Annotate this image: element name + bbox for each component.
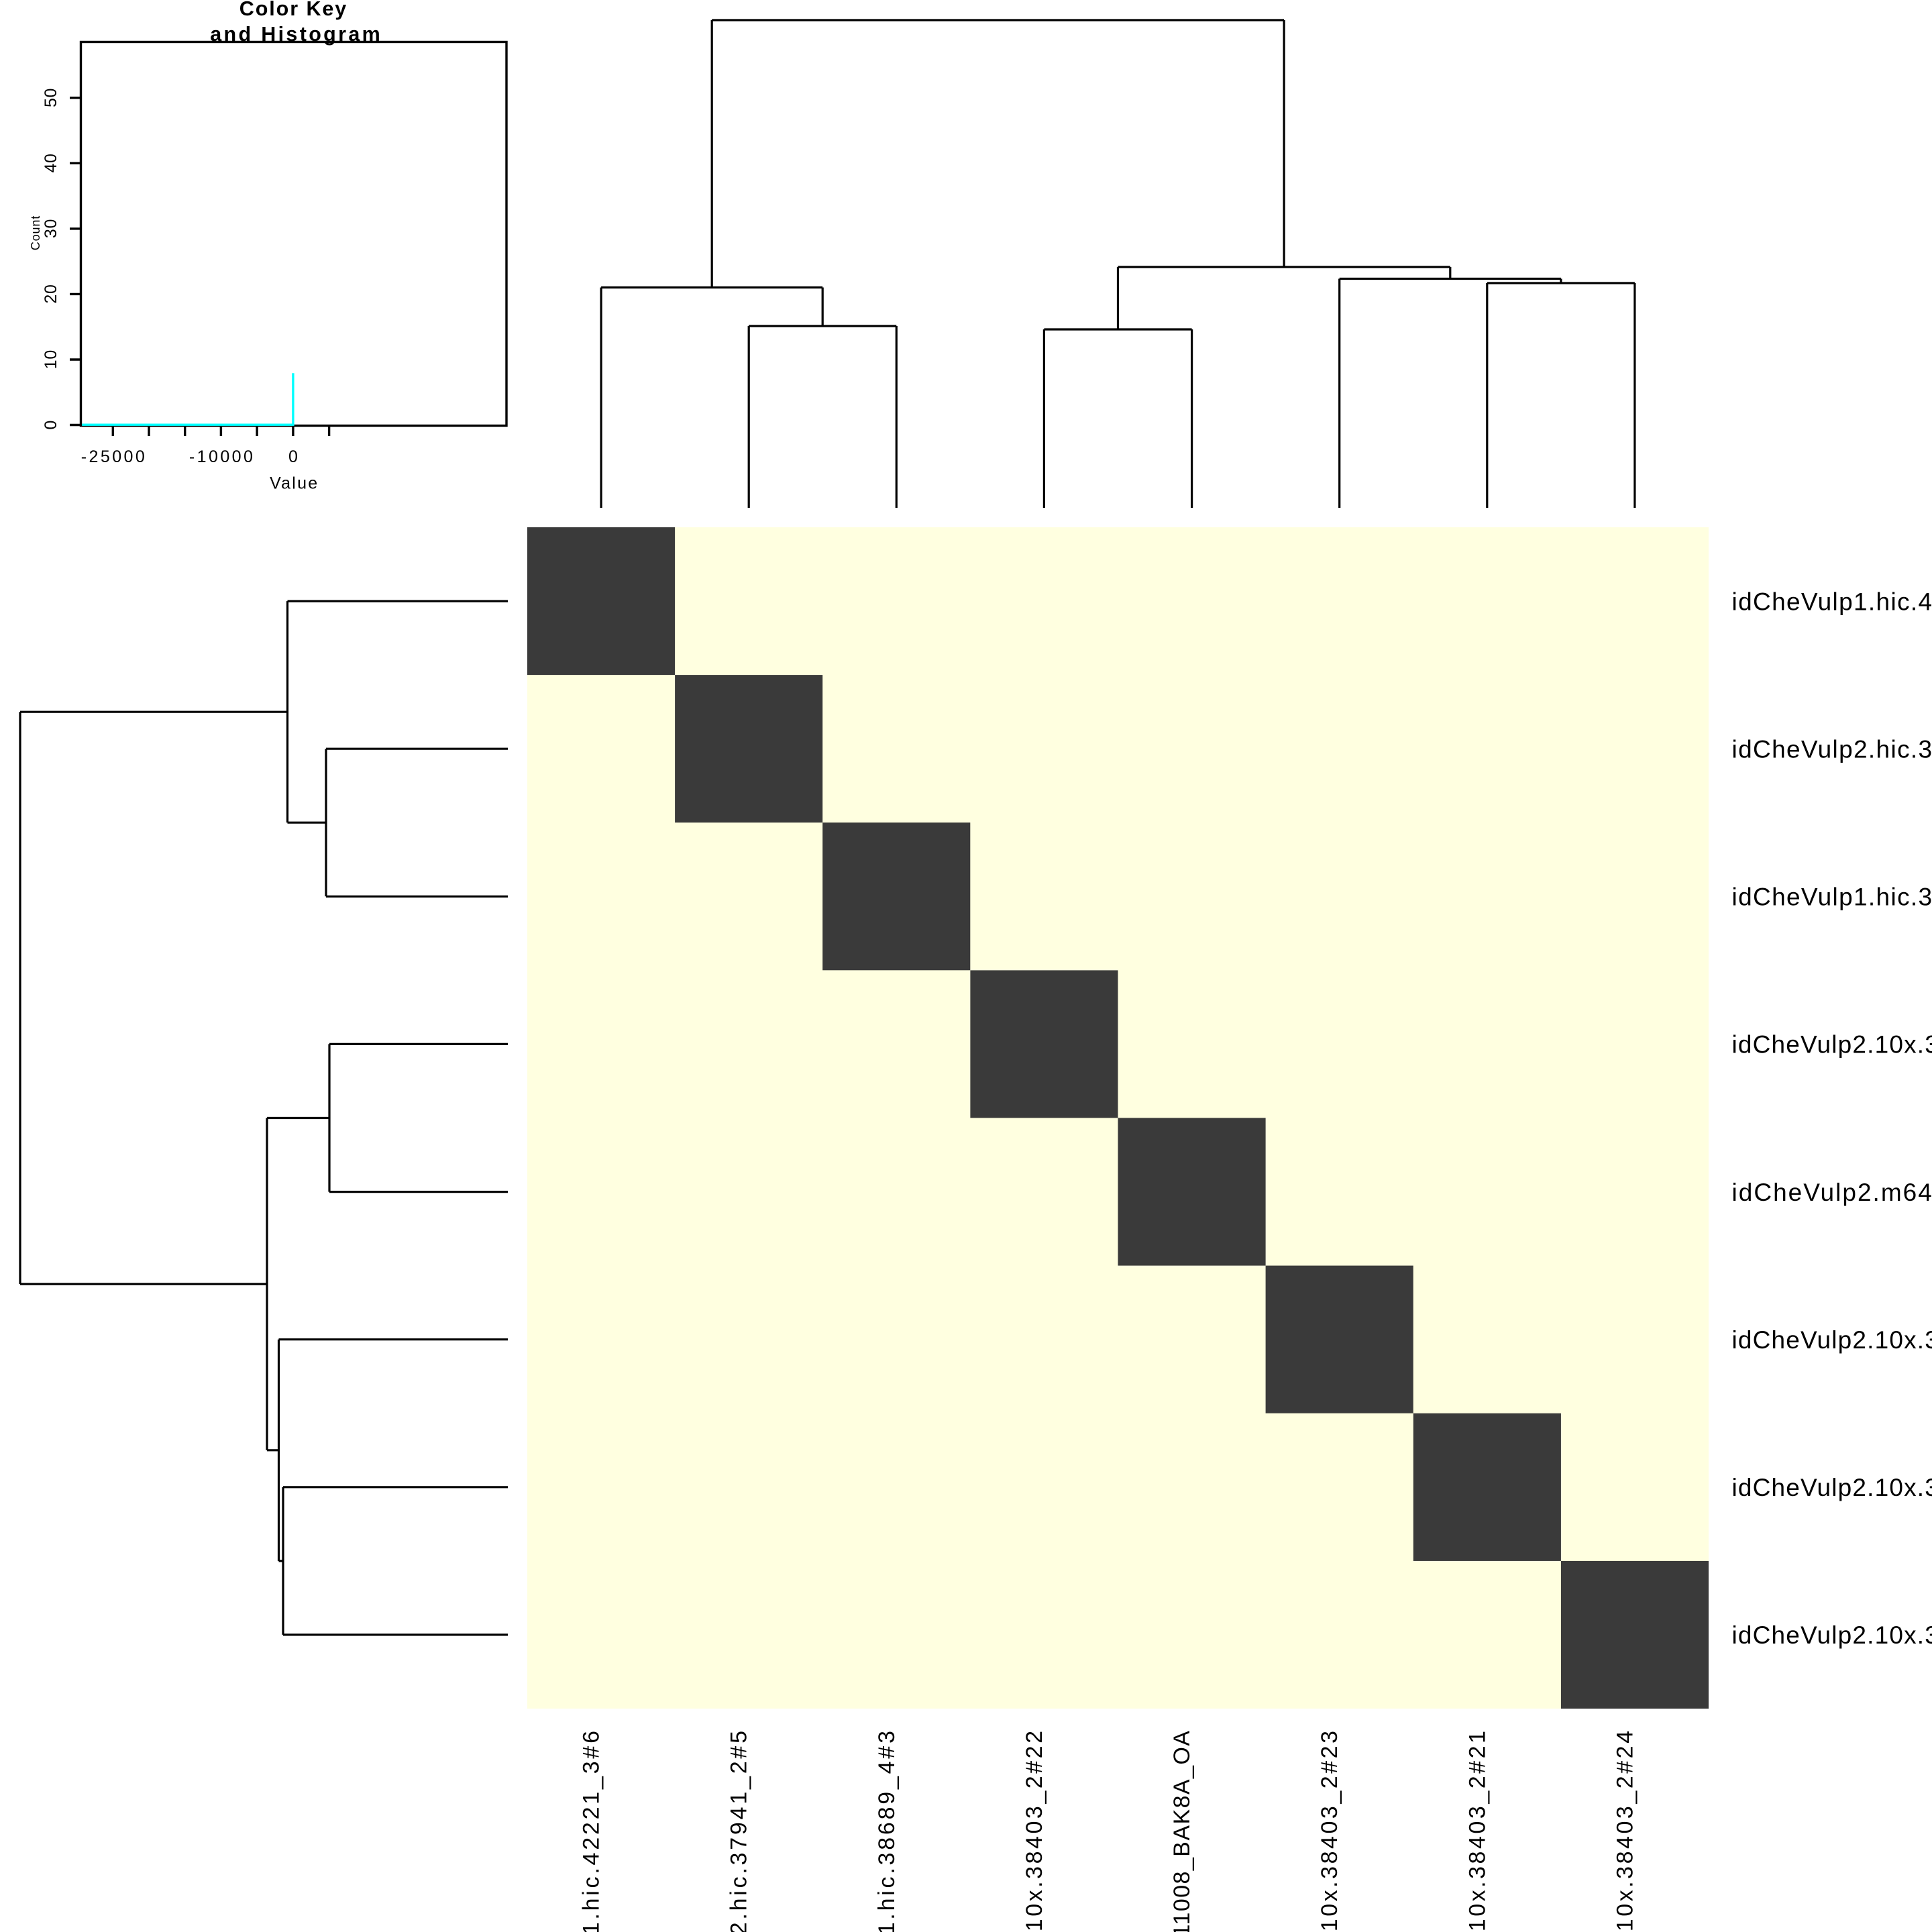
svg-text:idCheVulp2.10x.38403_2#24: idCheVulp2.10x.38403_2#24: [1612, 1731, 1638, 1932]
svg-text:idCheVulp1.hic.38689_4#3: idCheVulp1.hic.38689_4#3: [1732, 883, 1932, 911]
svg-text:10: 10: [42, 350, 60, 370]
svg-text:idCheVulp2.10x.38403_2#21: idCheVulp2.10x.38403_2#21: [1732, 1474, 1932, 1501]
svg-text:idCheVulp1.hic.38689_4#3: idCheVulp1.hic.38689_4#3: [874, 1731, 900, 1932]
svg-text:idCheVulp2.10x.38403_2#21: idCheVulp2.10x.38403_2#21: [1464, 1731, 1490, 1932]
svg-text:idCheVulp2.10x.38403_2#23: idCheVulp2.10x.38403_2#23: [1317, 1731, 1342, 1932]
svg-text:idCheVulp2.10x.38403_2#24: idCheVulp2.10x.38403_2#24: [1732, 1621, 1932, 1649]
svg-text:idCheVulp2.hic.37941_2#5: idCheVulp2.hic.37941_2#5: [727, 1731, 752, 1932]
svg-text:0: 0: [42, 421, 60, 430]
svg-text:Color Key: Color Key: [239, 0, 347, 20]
svg-text:idCheVulp1.hic.42221_3#6: idCheVulp1.hic.42221_3#6: [1732, 588, 1932, 615]
svg-text:Value: Value: [270, 474, 317, 493]
svg-text:50: 50: [42, 89, 60, 108]
svg-text:0: 0: [288, 447, 298, 466]
svg-text:40: 40: [42, 154, 60, 172]
svg-text:-10000: -10000: [189, 447, 253, 466]
svg-text:idCheVulp1.hic.42221_3#6: idCheVulp1.hic.42221_3#6: [579, 1731, 604, 1932]
svg-text:idCheVulp2.10x.38403_2#22: idCheVulp2.10x.38403_2#22: [1022, 1731, 1047, 1932]
svg-text:idCheVulp2.hic.37941_2#5: idCheVulp2.hic.37941_2#5: [1732, 735, 1932, 763]
svg-text:30: 30: [42, 219, 60, 239]
svg-text:idCheVulp2.10x.38403_2#23: idCheVulp2.10x.38403_2#23: [1732, 1326, 1932, 1354]
svg-text:idCheVulp2.10x.38403_2#22: idCheVulp2.10x.38403_2#22: [1732, 1031, 1932, 1059]
svg-text:20: 20: [42, 284, 60, 304]
svg-text:-25000: -25000: [81, 447, 145, 466]
svg-text:and Histogram: and Histogram: [210, 23, 380, 46]
svg-text:Count: Count: [29, 216, 42, 251]
